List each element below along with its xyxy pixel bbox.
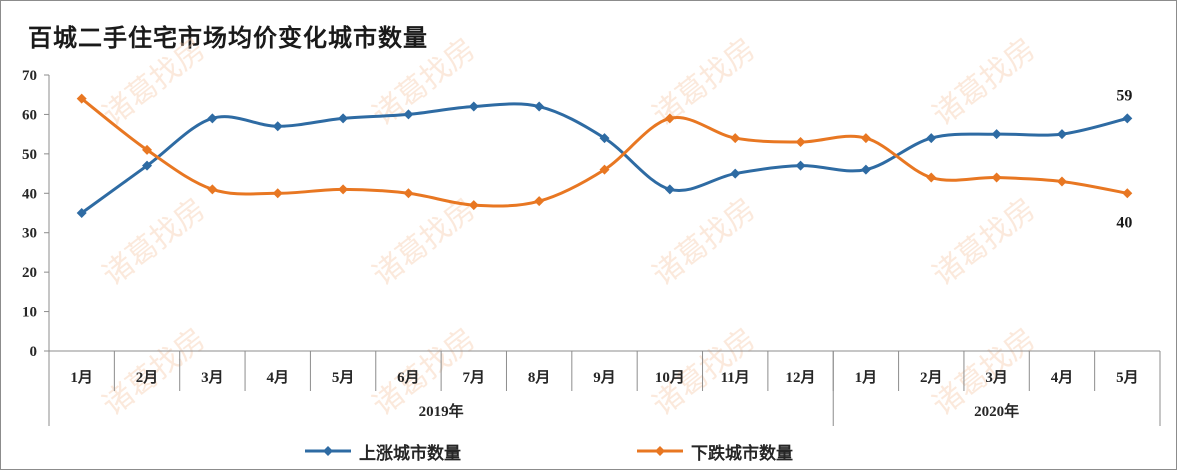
x-tick-label: 1月: [70, 369, 93, 386]
x-tick-label: 6月: [397, 369, 420, 386]
x-tick-label: 10月: [655, 369, 685, 386]
x-tick-label: 3月: [201, 369, 224, 386]
x-tick-label: 4月: [1051, 369, 1074, 386]
watermark: 诸葛找房: [926, 32, 1042, 133]
x-tick-label: 3月: [985, 369, 1008, 386]
data-point-marker: [1056, 176, 1067, 187]
watermark: 诸葛找房: [926, 192, 1042, 293]
watermark: 诸葛找房: [96, 32, 212, 133]
y-tick-label: 40: [22, 186, 37, 202]
label-layer: 59 40: [1116, 87, 1132, 231]
data-point-marker: [403, 188, 414, 199]
data-point-marker: [860, 164, 871, 175]
data-label: 40: [1116, 214, 1132, 231]
watermark: 诸葛找房: [96, 192, 212, 293]
y-tick-label: 50: [22, 147, 37, 163]
data-point-marker: [664, 184, 675, 195]
series-layer: [76, 93, 1133, 218]
x-tick-label: 4月: [266, 369, 289, 386]
data-point-marker: [468, 200, 479, 211]
y-tick-label: 10: [22, 305, 37, 321]
legend-item-rising: 上涨城市数量: [305, 438, 461, 464]
x-tick-label: 5月: [1116, 369, 1139, 386]
y-tick-label: 20: [22, 265, 37, 281]
data-point-marker: [76, 93, 87, 104]
x-group-label: 2020年: [974, 402, 1019, 420]
data-point-marker: [664, 113, 675, 124]
x-tick-label: 2月: [136, 369, 159, 386]
x-group-label: 2019年: [419, 402, 464, 420]
data-point-marker: [468, 101, 479, 112]
x-tick-label: 9月: [593, 369, 616, 386]
data-point-marker: [338, 184, 349, 195]
data-point-marker: [1122, 113, 1133, 124]
data-point-marker: [142, 160, 153, 171]
x-tick-label: 1月: [855, 369, 878, 386]
axes: 0 10 20 30 40 50 60 70 1月 2月 3月 4月 5月 6月 7月 8月 9月 10月 11月 1…: [22, 68, 1161, 426]
data-point-marker: [272, 188, 283, 199]
x-tick-label: 12月: [786, 369, 816, 386]
y-tick-label: 30: [22, 226, 37, 242]
data-point-marker: [142, 144, 153, 155]
data-point-marker: [926, 133, 937, 144]
x-tick-label: 11月: [721, 369, 750, 386]
data-point-marker: [926, 172, 937, 183]
y-tick-label: 60: [22, 107, 37, 123]
watermark: 诸葛找房: [366, 32, 482, 133]
watermark: 诸葛找房: [646, 192, 762, 293]
y-tick-label: 0: [30, 344, 38, 360]
data-point-marker: [599, 133, 610, 144]
data-label: 59: [1116, 87, 1132, 104]
legend-label-rising: 上涨城市数量: [359, 443, 461, 464]
data-point-marker: [403, 109, 414, 120]
data-point-marker: [207, 184, 218, 195]
data-point-marker: [76, 208, 87, 218]
data-point-marker: [991, 129, 1002, 140]
x-tick-label: 8月: [528, 369, 551, 386]
y-tick-label: 70: [22, 68, 37, 84]
watermark: 诸葛找房: [366, 192, 482, 293]
watermark: 诸葛找房: [646, 32, 762, 133]
legend-swatch-rising: [305, 446, 351, 456]
x-tick-label: 2月: [920, 369, 943, 386]
data-point-marker: [272, 121, 283, 132]
data-point-marker: [991, 172, 1002, 183]
data-point-marker: [795, 160, 806, 171]
data-point-marker: [534, 101, 545, 112]
legend-item-falling: 下跌城市数量: [637, 438, 793, 464]
x-tick-label: 5月: [332, 369, 355, 386]
series-line-0: [80, 102, 1128, 215]
legend-swatch-falling: [637, 446, 683, 456]
chart-title: 百城二手住宅市场均价变化城市数量: [28, 23, 428, 52]
data-point-marker: [207, 113, 218, 124]
data-point-marker: [338, 113, 349, 124]
data-point-marker: [534, 196, 545, 207]
data-point-marker: [730, 133, 741, 144]
legend-label-falling: 下跌城市数量: [691, 443, 793, 464]
data-point-marker: [1122, 188, 1133, 199]
data-point-marker: [860, 133, 871, 144]
data-point-marker: [1056, 129, 1067, 140]
data-point-marker: [599, 164, 610, 175]
x-tick-label: 7月: [463, 369, 486, 386]
data-point-marker: [730, 168, 741, 179]
data-point-marker: [795, 137, 806, 148]
